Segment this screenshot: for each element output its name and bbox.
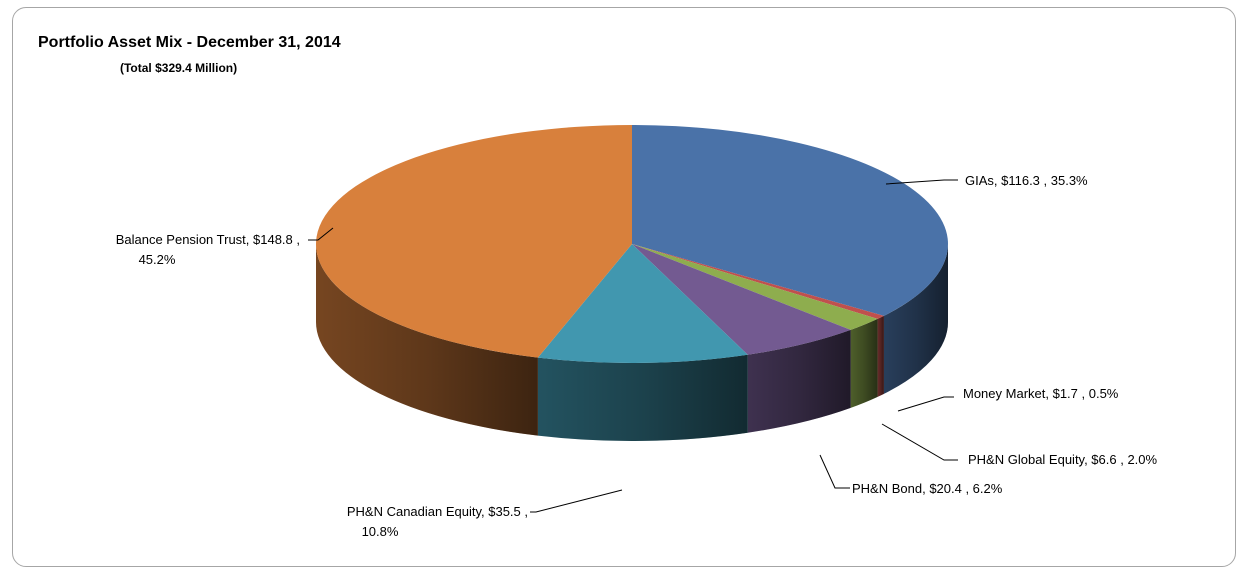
pie-sides	[316, 244, 949, 441]
leader-line-balance-pension-trust	[308, 227, 334, 241]
pie-tops	[315, 125, 949, 363]
leader-line-money-market	[897, 396, 954, 412]
data-label-gias: GIAs, $116.3 , 35.3%	[965, 173, 1088, 188]
pie-side-shade-gias	[883, 244, 949, 394]
pie-slice-money-market	[632, 244, 884, 319]
data-label-balance-pension-trust-line2: 45.2%	[139, 252, 176, 267]
leader-line-gias	[885, 179, 958, 185]
pie-slice-phnn-canadian-equity	[537, 244, 748, 363]
data-label-phnn-canadian-equity-line2: 10.8%	[362, 524, 399, 539]
pie-side-shade-phnn-global-equity	[850, 318, 878, 408]
pie-slice-balance-pension-trust	[315, 125, 632, 358]
pie-chart: GIAs, $116.3 , 35.3% Money Market, $1.7 ,…	[116, 125, 1158, 539]
data-label-phnn-bond: PH&N Bond, $20.4 , 6.2%	[852, 481, 1003, 496]
leader-lines	[308, 179, 958, 513]
data-label-phnn-global-equity: PH&N Global Equity, $6.6 , 2.0%	[968, 452, 1158, 467]
pie-side-shade-balance-pension-trust	[316, 244, 538, 436]
leader-line-phnn-global-equity	[881, 423, 958, 461]
data-label-balance-pension-trust: Balance Pension Trust, $148.8 ,	[116, 232, 300, 247]
leader-line-phnn-canadian-equity	[530, 489, 623, 513]
pie-side-shade-money-market	[877, 315, 884, 397]
data-labels: GIAs, $116.3 , 35.3% Money Market, $1.7 ,…	[116, 173, 1158, 539]
chart-subtitle: (Total $329.4 Million)	[120, 61, 238, 75]
pie-side-shade-phnn-bond	[747, 329, 851, 433]
chart-title: Portfolio Asset Mix - December 31, 2014	[38, 34, 341, 51]
pie-slice-gias	[632, 125, 949, 316]
pie-side-shade-phnn-canadian-equity	[537, 354, 748, 441]
data-label-phnn-canadian-equity: PH&N Canadian Equity, $35.5 ,	[347, 504, 528, 519]
pie-slice-phnn-bond	[632, 244, 851, 355]
data-label-money-market: Money Market, $1.7 , 0.5%	[963, 386, 1119, 401]
pie-slice-phnn-global-equity	[632, 244, 878, 330]
leader-line-phnn-bond	[819, 454, 850, 489]
